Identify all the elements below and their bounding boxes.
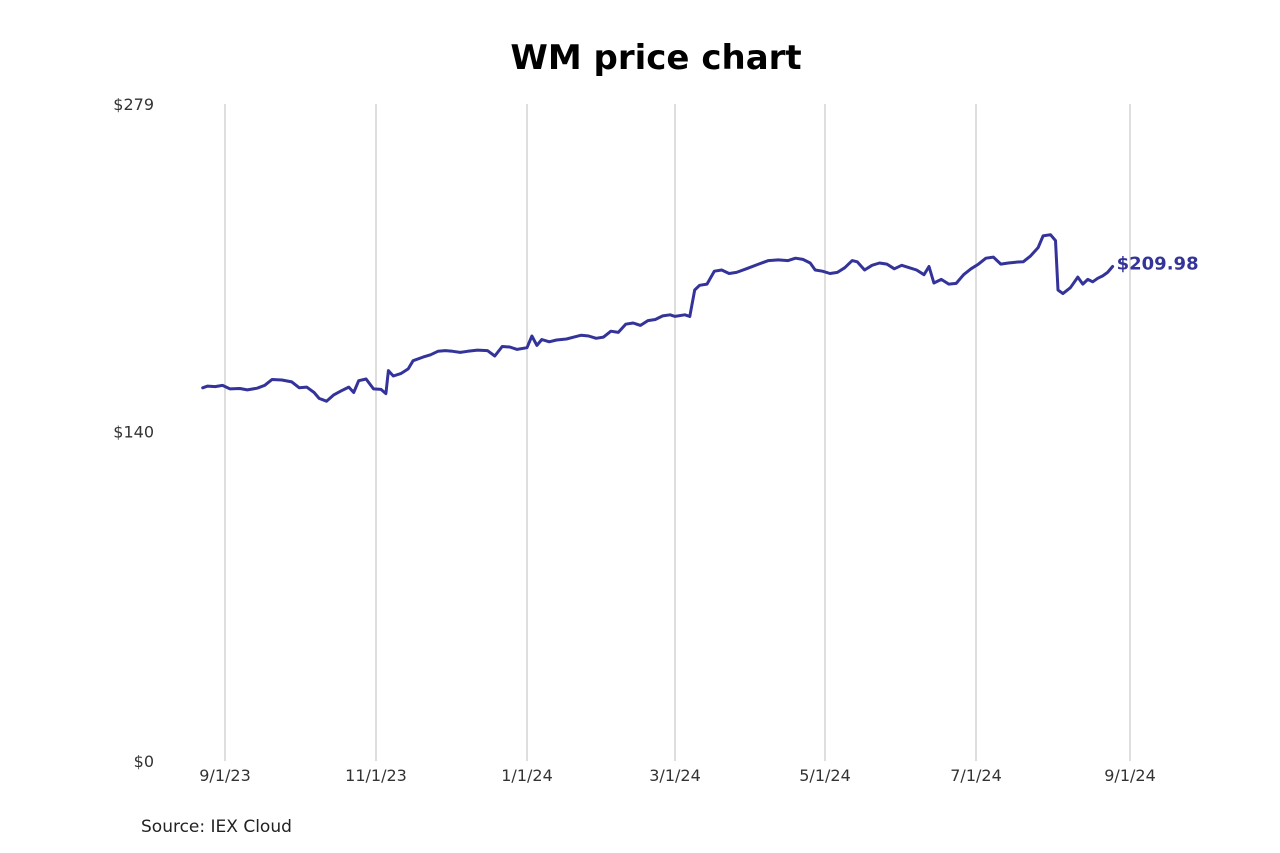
y-tick-label: $140 [113, 422, 154, 441]
x-tick-label: 9/1/23 [199, 766, 251, 785]
y-tick-label: $0 [134, 752, 154, 771]
chart-title: WM price chart [510, 38, 802, 78]
last-price-label: $209.98 [1117, 254, 1199, 275]
x-tick-label: 11/1/23 [345, 766, 407, 785]
x-tick-label: 1/1/24 [501, 766, 553, 785]
x-tick-label: 7/1/24 [950, 766, 1002, 785]
y-tick-label: $279 [113, 95, 154, 114]
x-tick-label: 9/1/24 [1104, 766, 1156, 785]
gridlines [224, 104, 1131, 761]
y-axis-ticks: $0 $140 $279 [113, 95, 154, 771]
price-series [201, 233, 1115, 403]
end-label-layer: $209.98 [1117, 254, 1199, 275]
x-axis-ticks: 9/1/23 11/1/23 1/1/24 3/1/24 5/1/24 7/1/24 9/1… [199, 766, 1156, 785]
x-tick-label: 3/1/24 [649, 766, 701, 785]
x-tick-label: 5/1/24 [799, 766, 851, 785]
source-note: Source: IEX Cloud [141, 817, 292, 837]
price-line [201, 233, 1115, 403]
